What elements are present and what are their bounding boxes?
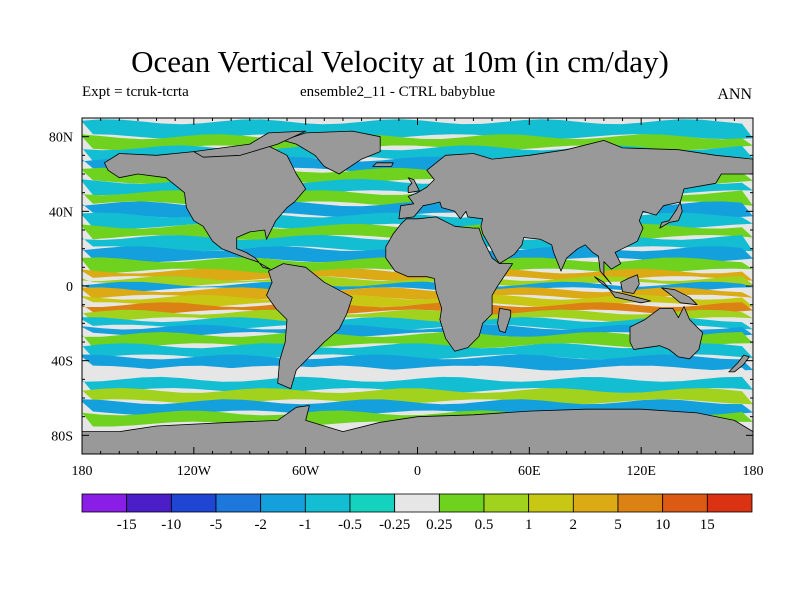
land-antarctica: [82, 405, 753, 454]
x-tick-label: 120W: [177, 464, 212, 479]
land-arctic-islands: [193, 130, 307, 158]
land-uk: [407, 177, 420, 194]
x-tick-label: 180: [72, 464, 93, 479]
colorbar-swatch: [215, 493, 262, 513]
colorbar-swatch: [81, 493, 128, 513]
land-iceland: [372, 162, 394, 167]
colorbar-swatch: [528, 493, 574, 513]
colorbar-label: -15: [117, 517, 137, 533]
colorbar-label: -0.5: [338, 517, 362, 533]
colorbar-label: 5: [614, 517, 622, 533]
x-tick-label: 60W: [292, 464, 320, 479]
colorbar-swatch: [706, 493, 753, 513]
colorbar-label: 1: [525, 517, 533, 533]
land-borneo: [620, 274, 640, 294]
map-area: [82, 118, 753, 454]
y-tick-label: 40N: [49, 205, 73, 220]
colorbar-swatch: [126, 493, 172, 513]
y-tick-label: 80S: [51, 429, 73, 444]
colorbar-label: -10: [161, 517, 181, 533]
y-tick-label: 80N: [49, 131, 73, 146]
velocity-band: [82, 119, 753, 140]
land-new-zealand: [728, 354, 750, 373]
land-indonesia: [594, 276, 651, 304]
velocity-band: [82, 276, 753, 287]
colorbar-swatch: [662, 493, 708, 513]
land-australia: [629, 306, 704, 360]
x-tick-label: 120E: [626, 464, 656, 479]
velocity-band: [82, 354, 753, 371]
experiment-label: Expt = tcruk-tcrta: [82, 84, 189, 100]
velocity-band: [82, 332, 753, 349]
velocity-band: [82, 324, 753, 337]
land-masses: [82, 130, 753, 454]
y-axis: 80N 40N 0 40S 80S: [49, 131, 753, 444]
x-tick-label: 60E: [518, 464, 541, 479]
velocity-band: [82, 302, 753, 315]
land-madagascar: [497, 307, 512, 334]
land-africa-eurasia: [385, 216, 513, 352]
colorbar-swatch: [260, 493, 306, 513]
velocity-band: [82, 388, 753, 405]
colorbar-swatch: [349, 493, 396, 513]
colorbar-label: 15: [700, 517, 715, 533]
land-new-guinea: [661, 287, 698, 306]
land-japan: [659, 201, 683, 229]
colorbar-swatch: [394, 493, 440, 513]
ensemble-label: ensemble2_11 - CTRL babyblue: [300, 84, 496, 100]
x-axis: 180 120W 60W 0 60E 120E 180: [72, 118, 764, 479]
colorbar-label: -0.25: [379, 517, 410, 533]
chart-title: Ocean Vertical Velocity at 10m (in cm/da…: [131, 44, 669, 79]
colorbar: -15 -10 -5 -2 -1 -0.5 -0.25 0.25 0.5 1 2 5 10 15: [81, 493, 753, 533]
colorbar-swatch: [438, 493, 485, 513]
x-tick-label: 0: [414, 464, 421, 479]
x-tick-label: 180: [743, 464, 764, 479]
colorbar-swatch: [483, 493, 530, 513]
colorbar-label: -5: [210, 517, 223, 533]
y-tick-label: 40S: [51, 355, 73, 370]
colorbar-swatch: [572, 493, 619, 513]
velocity-band: [82, 365, 753, 382]
land-greenland: [282, 130, 381, 175]
land-eurasia: [398, 139, 753, 285]
colorbar-swatch: [304, 493, 351, 513]
colorbar-label: 0.5: [475, 517, 494, 533]
colorbar-label: -1: [299, 517, 312, 533]
season-label: ANN: [717, 86, 752, 103]
velocity-band: [82, 287, 753, 300]
colorbar-label: 10: [655, 517, 670, 533]
colorbar-swatch: [617, 493, 664, 513]
land-south-america: [266, 263, 353, 390]
colorbar-swatch: [170, 493, 217, 513]
velocity-band: [82, 317, 753, 330]
colorbar-label: 0.25: [426, 517, 452, 533]
colorbar-label: -2: [254, 517, 267, 533]
y-tick-label: 0: [66, 280, 73, 295]
colorbar-label: 2: [570, 517, 578, 533]
land-north-america: [104, 145, 307, 270]
velocity-band: [82, 281, 753, 293]
